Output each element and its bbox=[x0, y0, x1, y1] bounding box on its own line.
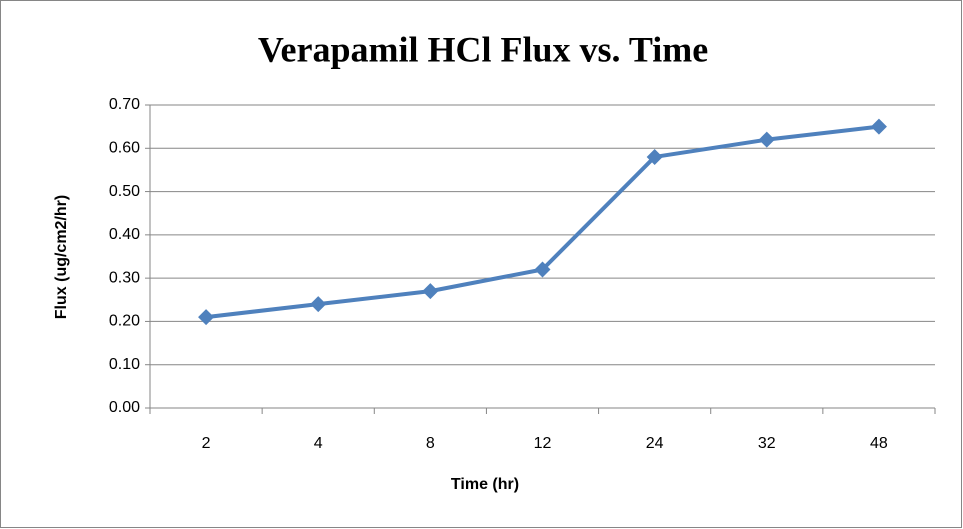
x-tick-label: 2 bbox=[202, 435, 211, 452]
x-axis-label: Time (hr) bbox=[451, 476, 519, 493]
x-tick-label: 48 bbox=[870, 435, 888, 452]
marker bbox=[758, 131, 775, 148]
y-tick-label: 0.10 bbox=[109, 356, 140, 373]
y-tick-label: 0.60 bbox=[109, 140, 140, 157]
chart-title: Verapamil HCl Flux vs. Time bbox=[258, 29, 708, 69]
x-tick-label: 4 bbox=[314, 435, 323, 452]
marker bbox=[310, 296, 327, 313]
y-tick-label: 0.20 bbox=[109, 313, 140, 330]
marker bbox=[646, 148, 663, 165]
y-tick-label: 0.00 bbox=[109, 399, 140, 416]
marker bbox=[534, 261, 551, 278]
y-tick-label: 0.40 bbox=[109, 226, 140, 243]
y-tick-label: 0.50 bbox=[109, 183, 140, 200]
x-tick-label: 12 bbox=[534, 435, 552, 452]
y-tick-label: 0.30 bbox=[109, 269, 140, 286]
marker bbox=[870, 118, 887, 135]
x-tick-label: 8 bbox=[426, 435, 435, 452]
y-axis-label: Flux (ug/cm2/hr) bbox=[53, 195, 70, 319]
marker bbox=[422, 283, 439, 300]
y-tick-label: 0.70 bbox=[109, 96, 140, 113]
x-tick-label: 32 bbox=[758, 435, 776, 452]
marker bbox=[198, 309, 215, 326]
x-tick-label: 24 bbox=[646, 435, 664, 452]
